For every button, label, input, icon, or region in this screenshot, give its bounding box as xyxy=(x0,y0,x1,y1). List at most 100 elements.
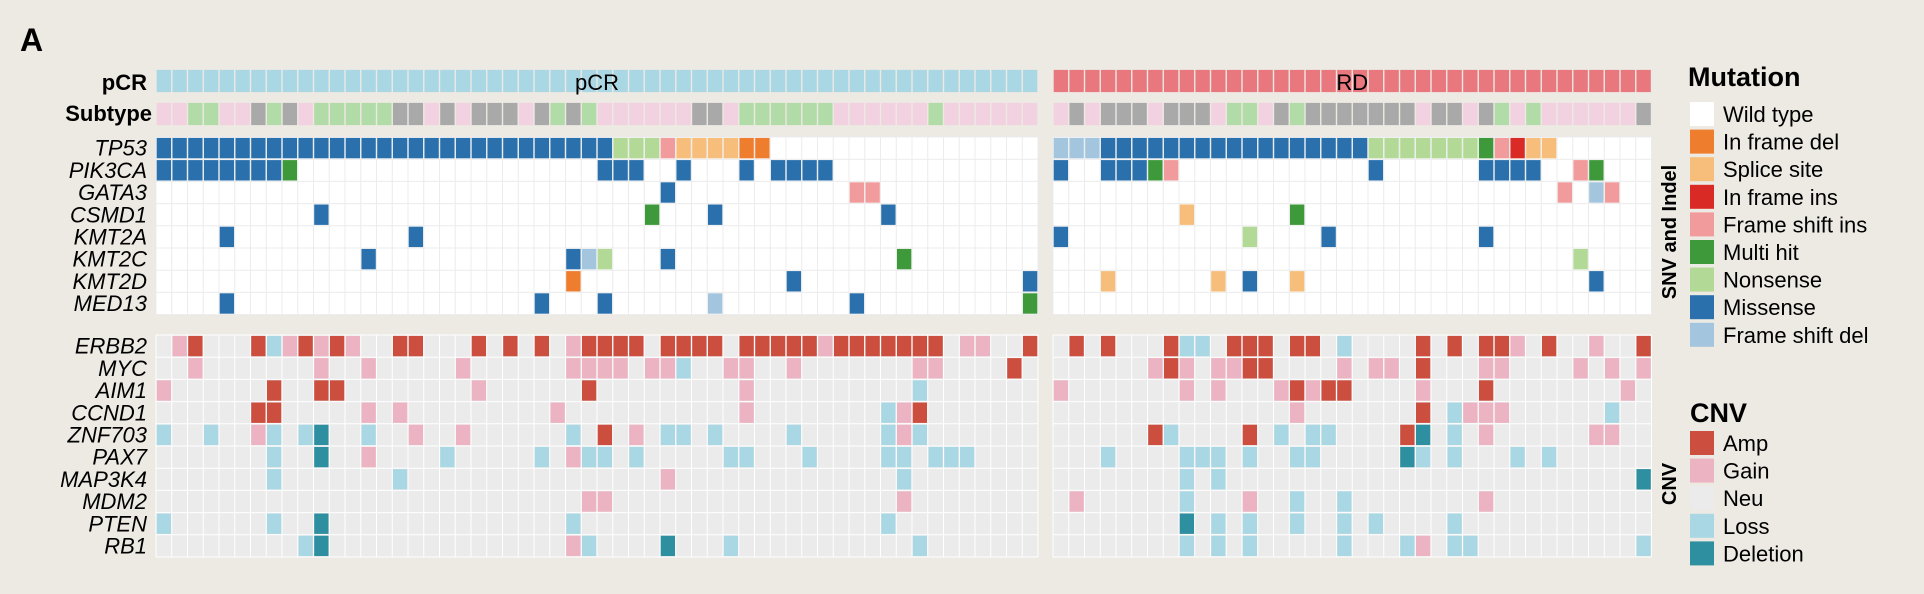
cnv-cell xyxy=(1053,380,1069,401)
snv-cell xyxy=(865,182,880,203)
snv-cell xyxy=(1337,137,1352,159)
cnv-cell xyxy=(1305,424,1321,446)
subtype-cell xyxy=(1226,102,1242,126)
snv-cell xyxy=(1163,137,1179,159)
cnv-cell xyxy=(298,535,313,557)
cnv-cell xyxy=(1289,335,1305,357)
cnv-cell xyxy=(597,491,613,512)
group-cell xyxy=(1179,69,1195,93)
cnv-cell xyxy=(1211,469,1226,490)
cnv-cell xyxy=(912,358,928,379)
subtype-cell xyxy=(282,102,298,126)
snv-cell xyxy=(613,137,628,159)
cnv-cell xyxy=(1447,513,1462,534)
snv-cell xyxy=(550,137,565,159)
cnv-cell xyxy=(1148,424,1163,446)
subtype-cell xyxy=(1447,102,1462,126)
cnv-cell xyxy=(881,446,896,468)
mutation-legend-swatch xyxy=(1690,267,1714,292)
snv-gene-label: MED13 xyxy=(74,291,148,316)
cnv-cell xyxy=(1242,335,1258,357)
snv-gene-label: KMT2A xyxy=(74,225,147,250)
group-cell xyxy=(818,69,833,93)
snv-cell xyxy=(566,271,581,292)
group-cell xyxy=(833,69,849,93)
snv-cell xyxy=(629,137,644,159)
cnv-cell xyxy=(723,446,739,468)
group-cell xyxy=(219,69,235,93)
group-cell xyxy=(235,69,250,93)
cnv-cell xyxy=(251,424,266,446)
subtype-cell xyxy=(392,102,408,126)
group-cell xyxy=(644,69,660,93)
snv-cell xyxy=(896,248,912,270)
cnv-cell xyxy=(1211,358,1226,379)
snv-cell xyxy=(392,137,408,159)
cnv-cell xyxy=(1179,380,1195,401)
snv-cell xyxy=(770,160,786,181)
snv-cell xyxy=(1289,271,1305,292)
cnv-cell xyxy=(1494,358,1510,379)
cnv-cell xyxy=(203,424,219,446)
cnv-cell xyxy=(581,335,597,357)
snv-cell xyxy=(1384,137,1399,159)
cnv-cell xyxy=(266,424,282,446)
cnv-cell xyxy=(1415,535,1431,557)
snv-cell xyxy=(1195,137,1210,159)
snv-cell xyxy=(1368,160,1384,181)
cnv-cell xyxy=(1589,335,1604,357)
snv-cell xyxy=(613,160,628,181)
mutation-legend-label: Missense xyxy=(1723,295,1816,320)
snv-cell xyxy=(660,182,676,203)
cnv-cell xyxy=(1100,335,1116,357)
group-cell xyxy=(660,69,676,93)
snv-cell xyxy=(1179,204,1195,225)
cnv-cell xyxy=(1636,469,1651,490)
group-cell xyxy=(534,69,550,93)
mutation-legend-swatch xyxy=(1690,212,1714,237)
mutation-legend-label: Frame shift del xyxy=(1723,323,1869,348)
cnv-cell xyxy=(1242,491,1258,512)
subtype-cell xyxy=(818,102,833,126)
cnv-cell xyxy=(1541,335,1557,357)
cnv-cell xyxy=(676,424,691,446)
group-cell xyxy=(282,69,298,93)
snv-cell xyxy=(266,160,282,181)
subtype-cell xyxy=(455,102,471,126)
snv-cell xyxy=(1053,160,1069,181)
cnv-cell xyxy=(896,491,912,512)
cnv-cell xyxy=(156,424,172,446)
snv-cell xyxy=(1100,160,1116,181)
cnv-gene-label: MDM2 xyxy=(82,489,147,514)
snv-cell xyxy=(1211,271,1226,292)
cnv-cell xyxy=(1242,358,1258,379)
cnv-cell xyxy=(172,335,187,357)
group-cell xyxy=(991,69,1006,93)
subtype-cell xyxy=(944,102,959,126)
subtype-cell xyxy=(1494,102,1510,126)
mutation-legend-title: Mutation xyxy=(1688,62,1800,92)
side-label-cnv: CNV xyxy=(1659,462,1681,505)
cnv-cell xyxy=(1604,402,1620,423)
snv-cell xyxy=(1463,137,1478,159)
snv-cell xyxy=(1069,137,1084,159)
cnv-cell xyxy=(786,424,802,446)
cnv-gene-label: PAX7 xyxy=(92,445,147,470)
cnv-cell xyxy=(1179,469,1195,490)
group-cell xyxy=(1557,69,1573,93)
cnv-cell xyxy=(896,469,912,490)
cnv-cell xyxy=(1415,335,1431,357)
subtype-cell xyxy=(881,102,896,126)
subtype-cell xyxy=(1242,102,1258,126)
snv-cell xyxy=(1478,226,1494,248)
group-cell xyxy=(550,69,565,93)
side-label-snv: SNV and Indel xyxy=(1659,165,1681,299)
subtype-cell xyxy=(849,102,865,126)
snv-cell xyxy=(707,293,723,314)
subtype-cell xyxy=(1022,102,1038,126)
cnv-cell xyxy=(251,335,266,357)
cnv-cell xyxy=(1242,424,1258,446)
snv-cell xyxy=(1148,137,1163,159)
subtype-cell xyxy=(172,102,187,126)
cnv-cell xyxy=(723,535,739,557)
